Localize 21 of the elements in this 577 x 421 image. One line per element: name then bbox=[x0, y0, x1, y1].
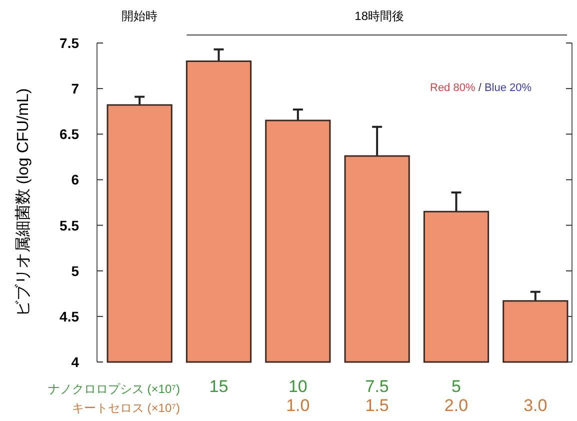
annotation: Blue 20% bbox=[481, 82, 532, 94]
y-tick-label: 4 bbox=[71, 354, 80, 370]
y-axis-title: ビブリオ属細菌数 (log CFU/mL) bbox=[14, 88, 32, 317]
text: キートセロス (×10⁷) bbox=[72, 401, 180, 415]
annotation: / bbox=[475, 82, 482, 94]
x-tick-label: 3.0 bbox=[524, 396, 548, 415]
text: ナノクロロプシス (×10⁷) bbox=[48, 382, 180, 396]
y-tick-label: 5.5 bbox=[60, 217, 80, 234]
y-tick-label: 7 bbox=[71, 80, 80, 97]
y-tick-label: 6 bbox=[71, 172, 80, 188]
text: 開始時 bbox=[122, 9, 158, 23]
x-tick-label: 7.5 1.5 bbox=[365, 377, 389, 415]
annotation: Red 80% bbox=[430, 82, 476, 94]
y-tick-label: 7.5 bbox=[60, 35, 80, 51]
y-tick-label: 5 bbox=[71, 262, 80, 279]
y-tick-label: 4.5 bbox=[60, 308, 80, 324]
x-tick-label: 15 bbox=[209, 377, 228, 396]
text: 18時間後 bbox=[354, 9, 404, 23]
y-tick-label: 6.5 bbox=[60, 126, 80, 142]
x-tick-label: 5 2.0 bbox=[444, 377, 468, 415]
x-tick-label: 10 1.0 bbox=[286, 377, 310, 415]
